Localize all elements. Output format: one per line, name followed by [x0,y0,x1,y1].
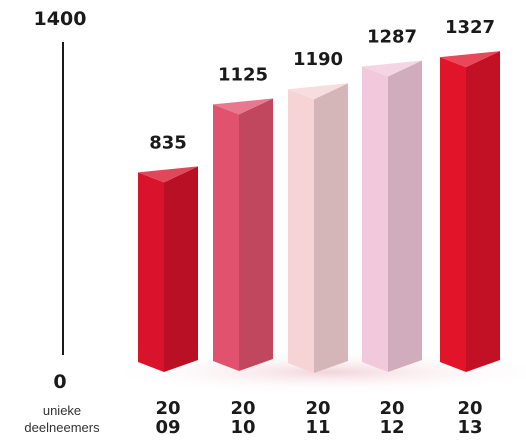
y-tick-label-0: 0 [53,371,66,393]
category-label-2010-line-1: 20 [230,398,255,419]
value-label-2010: 1125 [218,64,268,85]
y-tick-label-1400: 1400 [34,8,87,30]
value-label-2013: 1327 [445,17,495,38]
bar-2010 [213,98,273,371]
category-label-2013-line-1: 20 [457,398,482,419]
category-label-2011-line-1: 20 [305,398,330,419]
x-axis-title-line-1: unieke [43,403,81,418]
x-axis-title-line-2: deelneemers [24,420,100,435]
category-label-2009-line-2: 09 [155,417,180,438]
category-label-2011-line-2: 11 [305,417,330,438]
category-label-2009-line-1: 20 [155,398,180,419]
value-label-2009: 835 [149,132,187,153]
category-label-2012-line-2: 12 [379,417,404,438]
bar-2009 [138,166,198,372]
category-label-2013-line-2: 13 [457,417,482,438]
bar-2012 [362,60,422,373]
bar-2013 [440,51,500,373]
value-label-2011: 1190 [293,49,343,70]
category-label-2010-line-2: 10 [230,417,255,438]
category-label-2012-line-1: 20 [379,398,404,419]
value-label-2012: 1287 [367,26,417,47]
bar-2011 [288,83,348,373]
